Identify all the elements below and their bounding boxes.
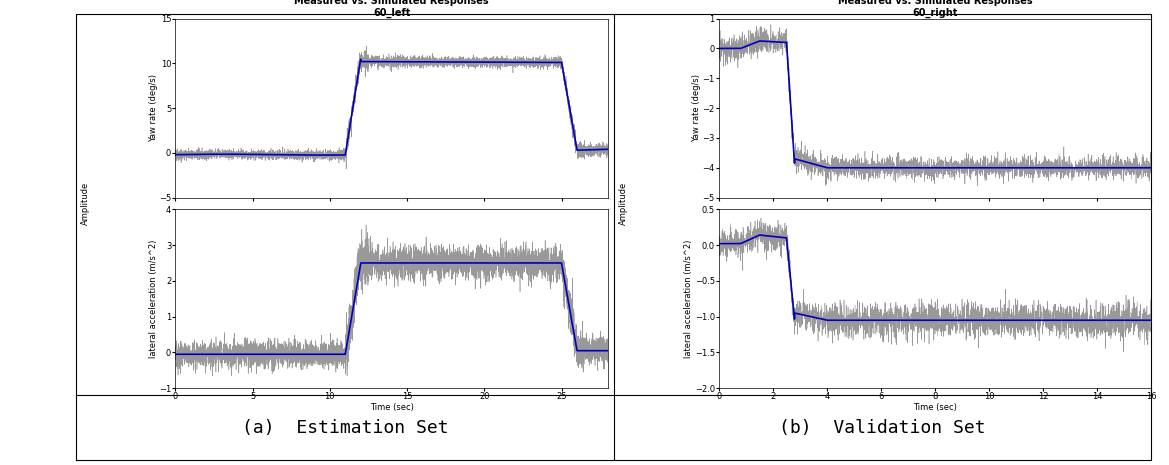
Y-axis label: lateral acceleration (m/s^2): lateral acceleration (m/s^2) bbox=[684, 239, 693, 358]
Y-axis label: Yaw rate (deg/s): Yaw rate (deg/s) bbox=[148, 74, 158, 142]
X-axis label: Time (sec): Time (sec) bbox=[913, 403, 957, 412]
Title: Measured vs. Simulated Responses
60_right: Measured vs. Simulated Responses 60_righ… bbox=[838, 0, 1032, 18]
Y-axis label: Yaw rate (deg/s): Yaw rate (deg/s) bbox=[692, 74, 701, 142]
Text: (a)  Estimation Set: (a) Estimation Set bbox=[242, 419, 448, 437]
Title: Measured vs. Simulated Responses
60_left: Measured vs. Simulated Responses 60_left bbox=[295, 0, 489, 18]
Text: Amplitude: Amplitude bbox=[81, 182, 90, 225]
X-axis label: Time (sec): Time (sec) bbox=[369, 403, 414, 412]
Text: (b)  Validation Set: (b) Validation Set bbox=[780, 419, 985, 437]
Y-axis label: lateral acceleration (m/s^2): lateral acceleration (m/s^2) bbox=[148, 239, 158, 358]
Text: Amplitude: Amplitude bbox=[618, 182, 628, 225]
